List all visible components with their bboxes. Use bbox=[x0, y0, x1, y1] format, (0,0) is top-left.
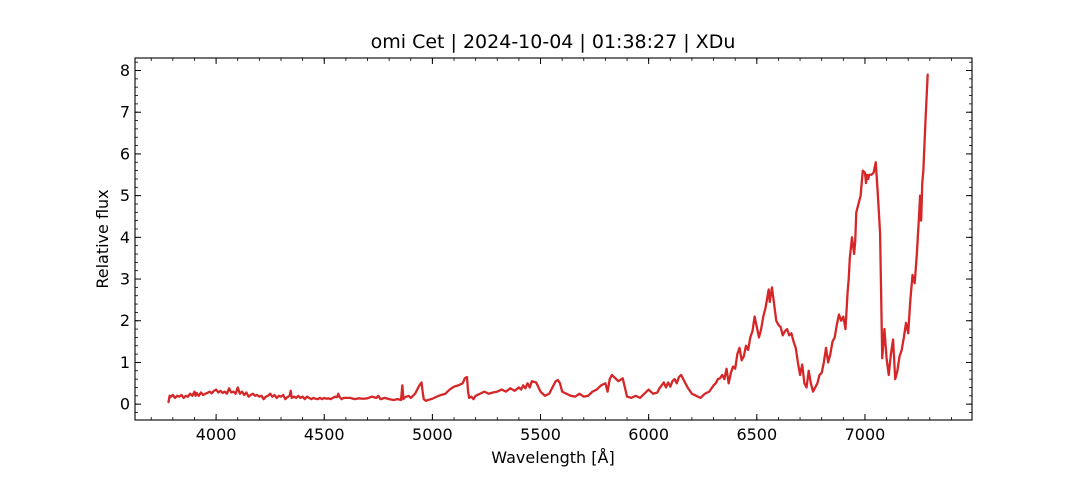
chart-title: omi Cet | 2024-10-04 | 01:38:27 | XDu bbox=[371, 31, 736, 53]
x-tick-label: 6500 bbox=[736, 425, 777, 444]
x-tick-label: 5000 bbox=[412, 425, 453, 444]
y-axis-label: Relative flux bbox=[93, 189, 112, 288]
y-tick-label: 2 bbox=[120, 311, 130, 330]
x-axis-label: Wavelength [Å] bbox=[491, 448, 614, 467]
y-tick-label: 1 bbox=[120, 353, 130, 372]
y-tick-label: 0 bbox=[120, 395, 130, 414]
x-tick-label: 7000 bbox=[845, 425, 886, 444]
y-tick-label: 6 bbox=[120, 144, 130, 163]
plot-area bbox=[134, 57, 973, 421]
axes-frame bbox=[134, 57, 973, 421]
x-tick-label: 4000 bbox=[196, 425, 237, 444]
y-tick-label: 4 bbox=[120, 228, 130, 247]
x-tick-label: 5500 bbox=[520, 425, 561, 444]
y-tick-label: 3 bbox=[120, 270, 130, 289]
spectrum-line-0 bbox=[167, 73, 929, 404]
x-tick-label: 6000 bbox=[628, 425, 669, 444]
x-axis-ticks: 4000 4500 5000 5500 6000 6500 7000 bbox=[150, 58, 952, 444]
y-tick-label: 7 bbox=[120, 103, 130, 122]
y-tick-label: 8 bbox=[120, 61, 130, 80]
x-tick-label: 4500 bbox=[304, 425, 345, 444]
y-axis-ticks: 0 1 2 3 4 5 6 7 8 bbox=[120, 61, 972, 414]
y-tick-label: 5 bbox=[120, 186, 130, 205]
